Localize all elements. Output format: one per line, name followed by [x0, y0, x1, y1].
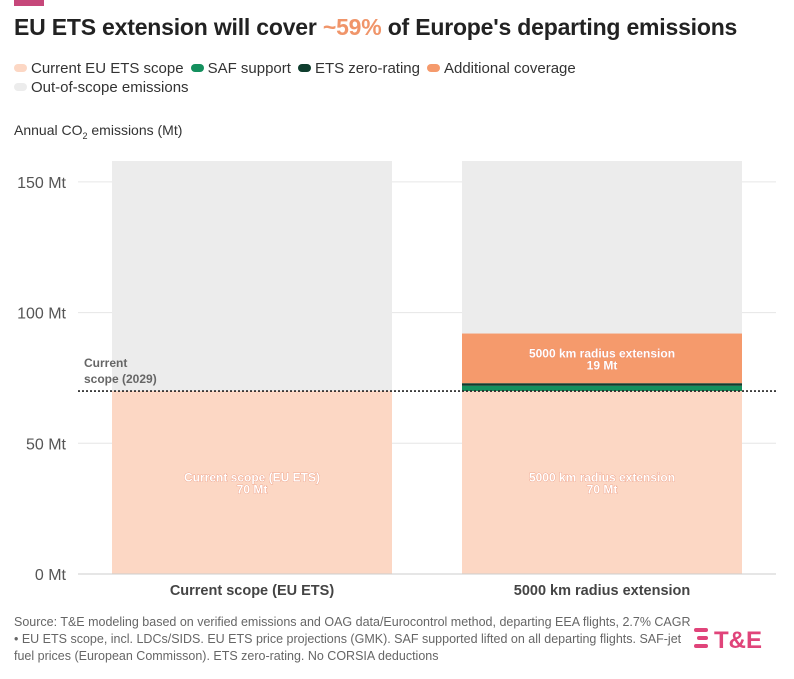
- bar-data-label: 70 Mt: [587, 483, 618, 497]
- legend-item: Additional coverage: [426, 59, 576, 78]
- x-category-label: 5000 km radius extension: [514, 583, 691, 599]
- y-axis-title-prefix: Annual CO: [14, 122, 83, 138]
- y-tick-label: 100 Mt: [17, 306, 66, 323]
- source-note: Source: T&E modeling based on verified e…: [14, 615, 691, 663]
- reference-line-label: scope (2029): [84, 372, 157, 386]
- te-logo: T&E: [694, 627, 762, 654]
- logo-text: T&E: [714, 627, 762, 654]
- legend-label: Additional coverage: [443, 60, 576, 77]
- legend-item: ETS zero-rating: [297, 59, 420, 78]
- title-highlight: ~59%: [322, 14, 382, 40]
- legend-label: SAF support: [207, 60, 291, 77]
- bar-data-label: 70 Mt: [237, 483, 268, 497]
- y-axis-title-subscript: 2: [82, 130, 88, 141]
- legend-swatch: [297, 64, 311, 72]
- bar-segment: [462, 333, 742, 384]
- legend-item: Out-of-scope emissions: [14, 78, 189, 97]
- stacked-bar-chart: 0 Mt 50 Mt 100 Mt 150 Mt Current scope (EU E…: [17, 161, 776, 599]
- x-category-label: Current scope (EU ETS): [170, 583, 335, 599]
- legend-item: SAF support: [190, 59, 291, 78]
- legend: Current EU ETS scope SAF support ETS zero-…: [14, 59, 774, 97]
- legend-swatch: [190, 64, 204, 72]
- legend-label: ETS zero-rating: [314, 60, 420, 77]
- bar-segment: [462, 385, 742, 392]
- y-tick-label: 150 Mt: [17, 175, 66, 192]
- legend-swatch: [426, 64, 440, 72]
- y-tick-label: 0 Mt: [35, 567, 67, 584]
- title-text-start: EU ETS extension will cover: [14, 14, 323, 40]
- y-tick-label: 50 Mt: [26, 436, 67, 453]
- y-axis-title-suffix: emissions (Mt): [87, 122, 183, 138]
- legend-swatch: [14, 64, 27, 72]
- y-axis-title: Annual CO2 emissions (Mt): [14, 122, 182, 141]
- legend-swatch: [14, 83, 27, 91]
- chart-title: EU ETS extension will cover ~59% of Euro…: [14, 14, 737, 41]
- bar-data-label: 5000 km radius extension: [529, 346, 675, 360]
- logo-stripes-icon: [694, 628, 708, 648]
- bar-segment: [462, 391, 742, 574]
- bar-segment: [112, 161, 392, 392]
- bar-data-label: 5000 km radius extension: [529, 471, 675, 485]
- title-text-end: of Europe's departing emissions: [381, 14, 738, 40]
- bar-segment: [462, 383, 742, 386]
- reference-line-label: Current: [84, 356, 127, 370]
- bar-segment: [462, 161, 742, 334]
- top-accent-bar: [14, 0, 44, 6]
- bar-data-label: Current scope (EU ETS): [184, 471, 320, 485]
- bar-data-label: 19 Mt: [587, 358, 618, 372]
- bar-segment: [112, 391, 392, 574]
- legend-item: Current EU ETS scope: [14, 59, 184, 78]
- legend-label: Out-of-scope emissions: [31, 79, 189, 96]
- legend-label: Current EU ETS scope: [31, 60, 184, 77]
